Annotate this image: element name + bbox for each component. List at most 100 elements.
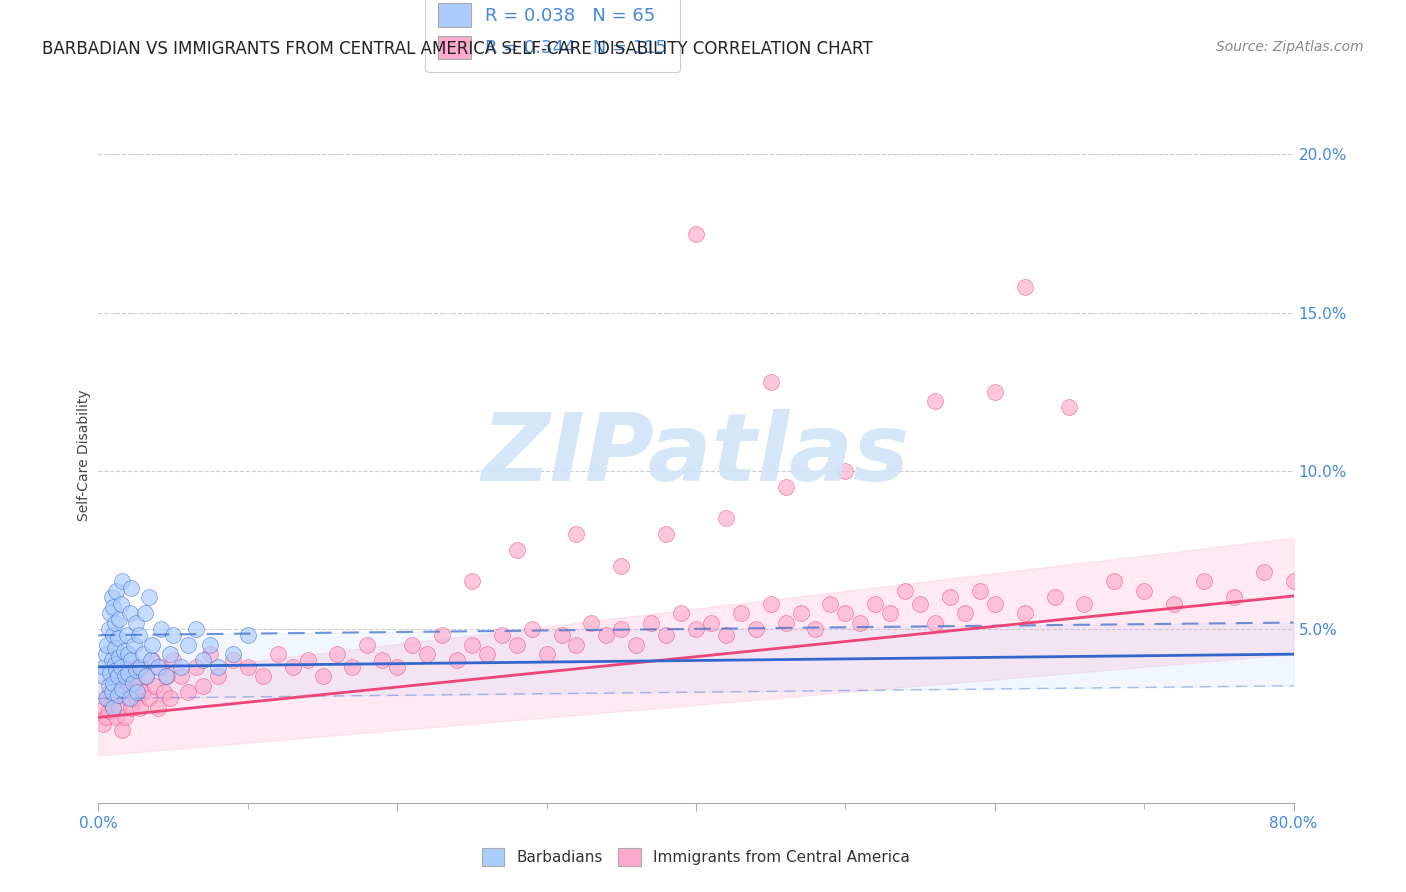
Point <box>297 653 319 667</box>
Point <box>565 527 588 541</box>
Point <box>112 644 135 658</box>
Point <box>155 669 177 683</box>
Point <box>97 704 120 718</box>
Point <box>107 632 129 646</box>
Point <box>430 628 453 642</box>
Point <box>94 710 117 724</box>
Point <box>191 679 214 693</box>
Point <box>1104 574 1126 589</box>
Point <box>125 663 148 677</box>
Point <box>267 647 290 661</box>
Point <box>610 558 633 573</box>
Point <box>118 679 141 693</box>
Point <box>103 599 125 614</box>
Point <box>114 710 136 724</box>
Point <box>236 628 259 642</box>
Point <box>669 606 692 620</box>
Point <box>655 527 678 541</box>
Point <box>124 685 146 699</box>
Point <box>1073 597 1095 611</box>
Point <box>581 615 603 630</box>
Point <box>953 606 976 620</box>
Point <box>236 660 259 674</box>
Point <box>120 581 142 595</box>
Point <box>121 675 143 690</box>
Point <box>117 691 139 706</box>
Point <box>169 660 191 674</box>
Point <box>120 653 142 667</box>
Point <box>104 691 127 706</box>
Point <box>281 660 304 674</box>
Point <box>939 591 962 605</box>
Point <box>117 666 139 681</box>
Point <box>93 660 115 674</box>
Point <box>222 647 245 661</box>
Point <box>446 653 468 667</box>
Point <box>714 628 737 642</box>
Point <box>128 628 150 642</box>
Point <box>804 622 827 636</box>
Point <box>714 511 737 525</box>
Point <box>200 647 222 661</box>
Point <box>125 615 148 630</box>
Point <box>118 691 141 706</box>
Point <box>191 653 214 667</box>
Point <box>98 606 122 620</box>
Point <box>105 710 128 724</box>
Point <box>120 701 142 715</box>
Point <box>97 622 120 636</box>
Point <box>1192 574 1215 589</box>
Point <box>924 394 946 409</box>
Point <box>103 679 125 693</box>
Point <box>1059 401 1081 415</box>
Point <box>730 606 752 620</box>
Point <box>98 685 122 699</box>
Text: BARBADIAN VS IMMIGRANTS FROM CENTRAL AMERICA SELF-CARE DISABILITY CORRELATION CH: BARBADIAN VS IMMIGRANTS FROM CENTRAL AME… <box>42 40 873 58</box>
Point <box>1163 597 1185 611</box>
Point <box>111 574 134 589</box>
Point <box>1043 591 1066 605</box>
Point <box>108 612 131 626</box>
Point <box>342 660 364 674</box>
Point <box>475 647 498 661</box>
Point <box>894 583 917 598</box>
Point <box>103 675 125 690</box>
Point <box>1282 574 1305 589</box>
Point <box>162 653 184 667</box>
Point <box>745 622 768 636</box>
Point <box>969 583 991 598</box>
Point <box>834 464 856 478</box>
Point <box>626 638 648 652</box>
Point <box>536 647 558 661</box>
Point <box>103 628 125 642</box>
Point <box>128 679 150 693</box>
Point <box>134 606 156 620</box>
Point <box>401 638 423 652</box>
Point <box>135 669 157 683</box>
Point <box>107 669 129 683</box>
Point <box>150 622 173 636</box>
Point <box>114 669 136 683</box>
Point <box>655 628 678 642</box>
Point <box>115 660 138 674</box>
Point <box>132 647 155 661</box>
Point <box>110 660 132 674</box>
Point <box>121 669 143 683</box>
Point <box>110 685 132 699</box>
Point <box>640 615 662 630</box>
Point <box>520 622 543 636</box>
Point <box>107 669 129 683</box>
Point <box>153 685 176 699</box>
Point <box>129 701 152 715</box>
Point <box>105 663 128 677</box>
Point <box>103 701 125 715</box>
Point <box>385 660 409 674</box>
Point <box>97 679 120 693</box>
Point <box>150 660 173 674</box>
Point <box>222 653 245 667</box>
Point <box>96 691 118 706</box>
Point <box>143 679 166 693</box>
Point <box>91 716 114 731</box>
Point <box>96 638 118 652</box>
Point <box>132 685 155 699</box>
